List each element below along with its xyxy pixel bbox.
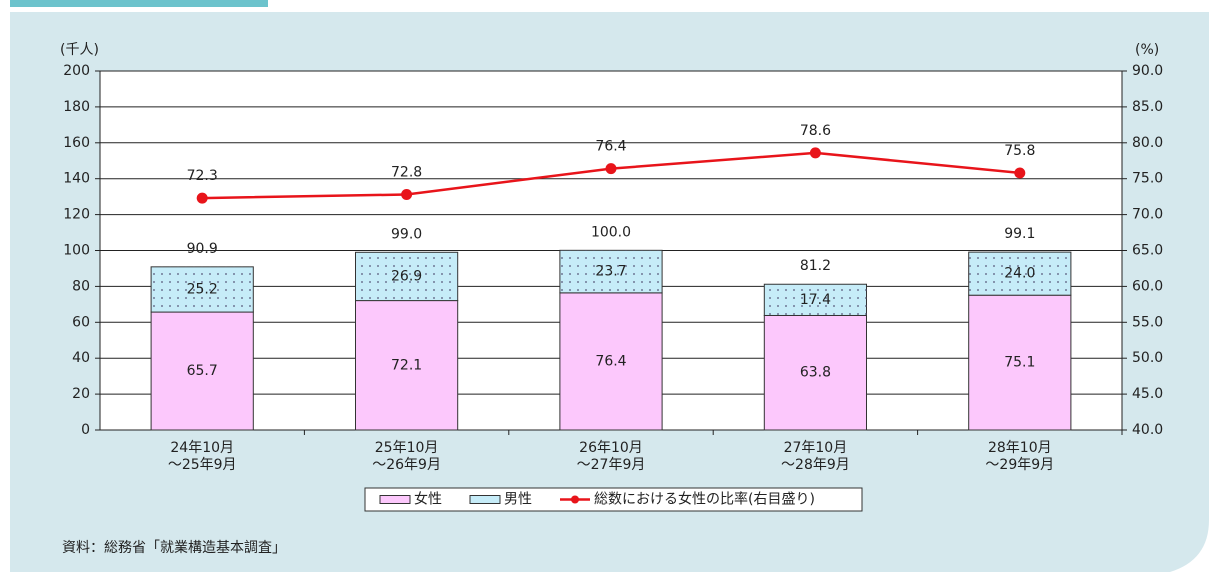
y-tick-label: 20 [72,386,90,402]
line-label: 76.4 [595,139,626,155]
y-tick-label: 80 [72,278,90,294]
bar-label: 72.1 [391,357,422,373]
line-label: 78.6 [800,123,831,139]
bar-label: 24.0 [1004,266,1035,282]
bar-label: 76.4 [595,353,626,369]
legend-box [364,487,863,512]
y2-tick-label: 45.0 [1132,386,1163,402]
bar-pattern [764,284,867,316]
y-unit: (千人) [60,42,99,58]
y-tick-label: 200 [63,63,90,79]
y2-tick-label: 85.0 [1132,99,1163,115]
x-tick-label: 25年10月 [375,440,439,456]
y-tick-label: 60 [72,314,90,330]
bar-label: 25.2 [187,281,218,297]
bar-pattern [355,252,458,301]
bar-segment [763,314,867,431]
y2-tick-label: 65.0 [1132,243,1163,259]
legend-swatch-point [571,495,579,504]
legend-label: 男性 [504,492,532,508]
bar-segment [150,311,254,431]
bar-segment [559,292,663,431]
x-tick-label: ～25年9月 [168,457,237,473]
x-tick-label: 28年10月 [988,440,1052,456]
x-tick-label: ～29年9月 [985,457,1054,473]
bar-label: 26.9 [391,268,422,284]
bar-label: 17.4 [800,292,831,308]
bar-label: 65.7 [187,363,218,379]
bar-pattern [559,250,663,293]
x-tick-label: ～28年9月 [781,457,850,473]
total-label: 90.9 [187,241,218,257]
x-tick-label: 24年10月 [170,440,234,456]
y2-tick-label: 55.0 [1132,314,1163,330]
y-tick-label: 120 [63,207,90,223]
bar-label: 63.8 [800,365,831,381]
y-tick-label: 160 [63,135,90,151]
legend-swatch [469,495,501,504]
legend-label: 総数における女性の比率(右目盛り) [594,491,815,508]
y-tick-label: 180 [63,99,90,115]
line-point [1014,167,1026,179]
y-tick-label: 100 [63,243,90,259]
y2-tick-label: 40.0 [1132,422,1163,438]
legend-label: 女性 [414,491,442,508]
y2-tick-label: 80.0 [1132,135,1163,151]
line-point [196,192,208,204]
bar-label: 75.1 [1004,355,1035,371]
total-label: 99.1 [1004,226,1035,242]
y2-tick-label: 70.0 [1132,207,1163,223]
x-tick-label: 26年10月 [579,440,643,456]
bar-pattern [151,266,254,313]
legend-swatch [379,495,411,504]
y2-unit: (%) [1135,42,1159,58]
bar-label: 23.7 [595,264,626,280]
y-tick-label: 40 [72,350,90,366]
total-label: 100.0 [591,225,631,241]
y-tick-label: 140 [63,171,90,187]
line-label: 75.8 [1004,143,1035,159]
y-tick-label: 0 [81,422,90,438]
x-tick-label: ～27年9月 [577,457,646,473]
total-label: 81.2 [800,258,831,274]
legend: 女性 男性 総数における女性の比率(右目盛り) [364,487,863,512]
y2-tick-label: 60.0 [1132,278,1163,294]
bar-pattern [968,252,1071,296]
y2-tick-label: 75.0 [1132,171,1163,187]
x-tick-label: ～26年9月 [372,457,441,473]
line-label: 72.3 [187,168,218,184]
line-point [605,163,617,175]
line-point [401,188,413,200]
y2-tick-label: 90.0 [1132,63,1163,79]
source: 資料：総務省「就業構造基本調査」 [62,539,286,556]
total-label: 99.0 [391,226,422,242]
y2-tick-label: 50.0 [1132,350,1163,366]
bar-segment [968,294,1072,431]
x-tick-label: 27年10月 [784,440,848,456]
line-label: 72.8 [391,164,422,180]
line-point [809,147,821,159]
bar-segment [355,300,459,431]
tab [10,0,268,7]
